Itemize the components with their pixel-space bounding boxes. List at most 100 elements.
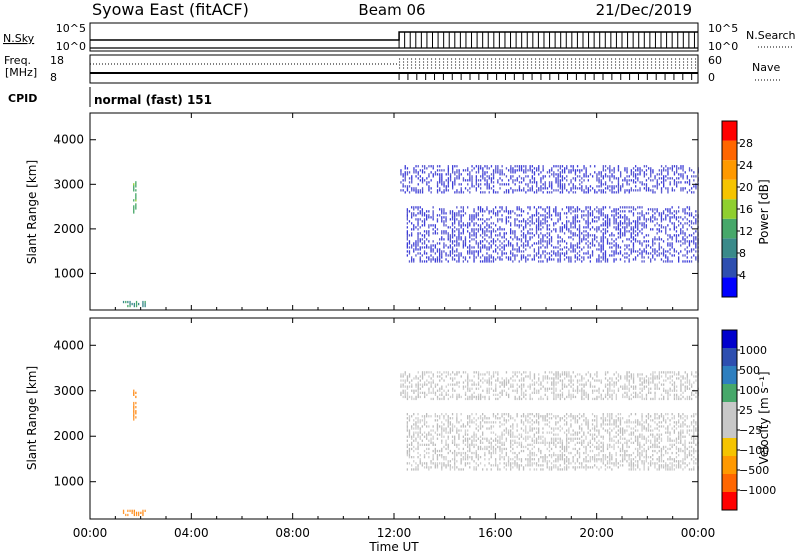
heatmap-cell — [587, 431, 589, 434]
heatmap-cell — [695, 214, 697, 217]
heatmap-cell — [650, 258, 652, 261]
heatmap-cell — [598, 256, 600, 259]
heatmap-cell — [505, 183, 508, 186]
y-tick-label: 4000 — [53, 133, 84, 147]
heatmap-cell — [598, 189, 600, 192]
heatmap-cell — [609, 387, 611, 390]
heatmap-cell — [585, 230, 587, 233]
heatmap-cell — [507, 240, 510, 243]
heatmap-cell — [693, 248, 695, 251]
heatmap-cell — [643, 218, 645, 221]
count-tick-top-right: 10^5 — [708, 22, 738, 35]
heatmap-cell — [482, 381, 484, 384]
heatmap-cell — [479, 441, 482, 444]
heatmap-cell — [553, 437, 555, 440]
heatmap-cell — [598, 179, 600, 182]
heatmap-cell — [555, 254, 557, 257]
heatmap-cell — [473, 435, 475, 438]
heatmap-cell — [486, 381, 488, 384]
heatmap-cell — [458, 385, 460, 388]
heatmap-cell — [501, 246, 503, 249]
heatmap-cell — [514, 395, 516, 399]
heatmap-cell — [135, 195, 137, 198]
heatmap-cell — [557, 189, 559, 192]
heatmap-cell — [447, 171, 449, 174]
heatmap-cell — [421, 371, 424, 374]
heatmap-cell — [604, 165, 607, 168]
heatmap-cell — [527, 185, 529, 188]
heatmap-cell — [408, 385, 411, 388]
heatmap-cell — [411, 464, 413, 467]
heatmap-cell — [518, 214, 520, 217]
heatmap-cell — [512, 238, 514, 241]
heatmap-cell — [529, 208, 531, 211]
heatmap-cell — [518, 187, 521, 190]
heatmap-cell — [434, 232, 436, 235]
heatmap-cell — [594, 220, 596, 223]
heatmap-cell — [449, 238, 451, 241]
heatmap-cell — [611, 383, 613, 386]
heatmap-cell — [477, 381, 480, 384]
heatmap-cell — [602, 252, 604, 255]
heatmap-cell — [602, 236, 604, 239]
heatmap-cell — [471, 220, 473, 223]
heatmap-cell — [583, 433, 585, 436]
heatmap-cell — [462, 456, 464, 459]
heatmap-cell — [671, 167, 673, 170]
heatmap-cell — [615, 460, 617, 463]
heatmap-cell — [585, 460, 587, 463]
heatmap-cell — [574, 419, 576, 422]
heatmap-cell — [445, 429, 447, 432]
heatmap-cell — [641, 254, 643, 257]
heatmap-cell — [460, 458, 462, 461]
heatmap-cell — [538, 236, 540, 239]
heatmap-cell — [635, 387, 637, 390]
heatmap-cell — [469, 415, 471, 418]
heatmap-cell — [434, 393, 437, 396]
heatmap-cell — [467, 381, 469, 384]
heatmap-cell — [456, 381, 458, 384]
heatmap-cell — [428, 415, 430, 418]
heatmap-cell — [654, 236, 656, 239]
heatmap-cell — [574, 254, 576, 257]
heatmap-cell — [557, 183, 559, 186]
heatmap-cell — [419, 191, 421, 194]
heatmap-cell — [436, 181, 439, 184]
heatmap-cell — [523, 395, 525, 399]
heatmap-cell — [408, 443, 411, 446]
heatmap-cell — [566, 371, 568, 374]
heatmap-cell — [536, 189, 538, 192]
heatmap-cell — [482, 447, 484, 451]
heatmap-cell — [611, 437, 613, 440]
heatmap-cell — [660, 169, 663, 172]
heatmap-cell — [598, 210, 600, 213]
heatmap-cell — [460, 375, 462, 378]
heatmap-cell — [648, 189, 650, 192]
heatmap-cell — [404, 373, 406, 376]
heatmap-cell — [596, 230, 598, 233]
heatmap-cell — [540, 242, 542, 245]
heatmap-cell — [572, 417, 574, 420]
heatmap-cell — [538, 431, 540, 434]
heatmap-cell — [501, 435, 503, 438]
heatmap-cell — [688, 179, 691, 182]
heatmap-cell — [520, 445, 523, 449]
heatmap-cell — [413, 171, 415, 174]
heatmap-cell — [568, 171, 570, 174]
heatmap-cell — [538, 441, 540, 444]
heatmap-cell — [428, 181, 430, 184]
heatmap-cell — [602, 415, 604, 418]
heatmap-cell — [538, 460, 540, 463]
heatmap-cell — [508, 381, 510, 384]
heatmap-cell — [684, 238, 686, 241]
heatmap-cell — [673, 383, 676, 386]
heatmap-cell — [566, 189, 568, 192]
heatmap-cell — [404, 379, 406, 382]
heatmap-cell — [613, 220, 615, 223]
heatmap-cell — [411, 228, 413, 231]
heatmap-cell — [419, 379, 421, 382]
heatmap-cell — [630, 240, 632, 243]
heatmap-cell — [527, 447, 529, 451]
heatmap-cell — [596, 429, 598, 432]
heatmap-cell — [462, 260, 464, 263]
